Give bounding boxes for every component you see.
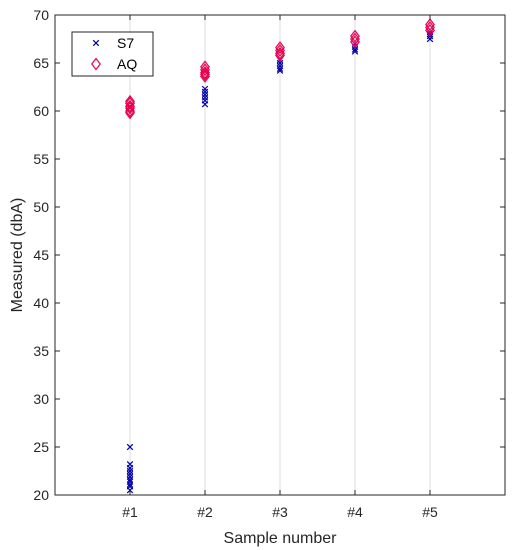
legend-label-aq: AQ xyxy=(117,56,137,72)
data-point xyxy=(426,30,434,38)
data-point xyxy=(201,91,209,98)
legend-marker-s7 xyxy=(92,39,100,47)
data-point xyxy=(275,41,285,55)
y-tick-label: 70 xyxy=(33,7,49,23)
data-point xyxy=(126,470,134,478)
y-tick-label: 60 xyxy=(33,103,49,119)
data-points xyxy=(125,18,435,494)
data-point xyxy=(125,96,135,110)
data-point xyxy=(276,62,284,70)
y-tick-label: 50 xyxy=(33,199,49,215)
data-point xyxy=(126,467,134,475)
data-point xyxy=(351,46,359,53)
legend-label-s7: S7 xyxy=(117,35,134,51)
data-point xyxy=(126,478,134,485)
x-tick-label: #2 xyxy=(197,504,213,520)
data-point xyxy=(350,29,360,43)
x-tick-label: #4 xyxy=(347,504,363,520)
y-tick-label: 65 xyxy=(33,55,49,71)
data-point xyxy=(425,20,435,34)
x-tick-label: #1 xyxy=(122,504,138,520)
data-point xyxy=(201,85,209,93)
data-point xyxy=(201,94,209,101)
data-point xyxy=(201,88,209,96)
x-tick-label: #3 xyxy=(272,504,288,520)
data-point xyxy=(200,69,210,83)
legend: S7 AQ xyxy=(71,31,154,77)
y-tick-label: 20 xyxy=(33,487,49,503)
legend-symbol xyxy=(91,57,101,71)
y-axis-label: Measured (dbA) xyxy=(9,198,26,313)
legend-box xyxy=(71,31,154,77)
x-axis: #1 #2 #3 #4 #5 xyxy=(122,15,438,520)
data-point xyxy=(126,443,134,451)
y-tick-label: 55 xyxy=(33,151,49,167)
series-aq xyxy=(125,18,435,120)
data-point xyxy=(425,18,435,32)
legend-marker-aq xyxy=(91,57,101,71)
data-point xyxy=(200,68,210,82)
data-point xyxy=(125,104,135,118)
data-point xyxy=(351,48,359,55)
data-point xyxy=(426,35,434,43)
data-point xyxy=(276,65,284,72)
data-point xyxy=(125,101,135,115)
data-point xyxy=(425,23,435,37)
data-point xyxy=(201,101,209,108)
data-point xyxy=(275,48,285,62)
y-tick-label: 35 xyxy=(33,343,49,359)
data-point xyxy=(275,44,285,58)
y-tick-label: 30 xyxy=(33,391,49,407)
data-point xyxy=(276,67,284,74)
data-point xyxy=(350,35,360,49)
data-point xyxy=(200,63,210,77)
data-point xyxy=(126,476,134,483)
y-tick-label: 45 xyxy=(33,247,49,263)
data-point xyxy=(350,32,360,46)
data-point xyxy=(126,464,134,472)
data-point xyxy=(126,473,134,480)
x-tick-label: #5 xyxy=(422,504,438,520)
data-point xyxy=(275,46,285,60)
data-point xyxy=(125,106,135,120)
x-axis-label: Sample number xyxy=(224,530,338,547)
y-tick-label: 40 xyxy=(33,295,49,311)
data-point xyxy=(200,60,210,74)
data-point xyxy=(125,99,135,113)
data-point xyxy=(276,59,284,67)
data-point xyxy=(200,66,210,80)
legend-symbol xyxy=(92,39,100,47)
y-axis: 20 25 30 35 40 45 50 55 60 65 70 xyxy=(33,7,505,503)
y-tick-label: 25 xyxy=(33,439,49,455)
data-point xyxy=(126,481,134,488)
